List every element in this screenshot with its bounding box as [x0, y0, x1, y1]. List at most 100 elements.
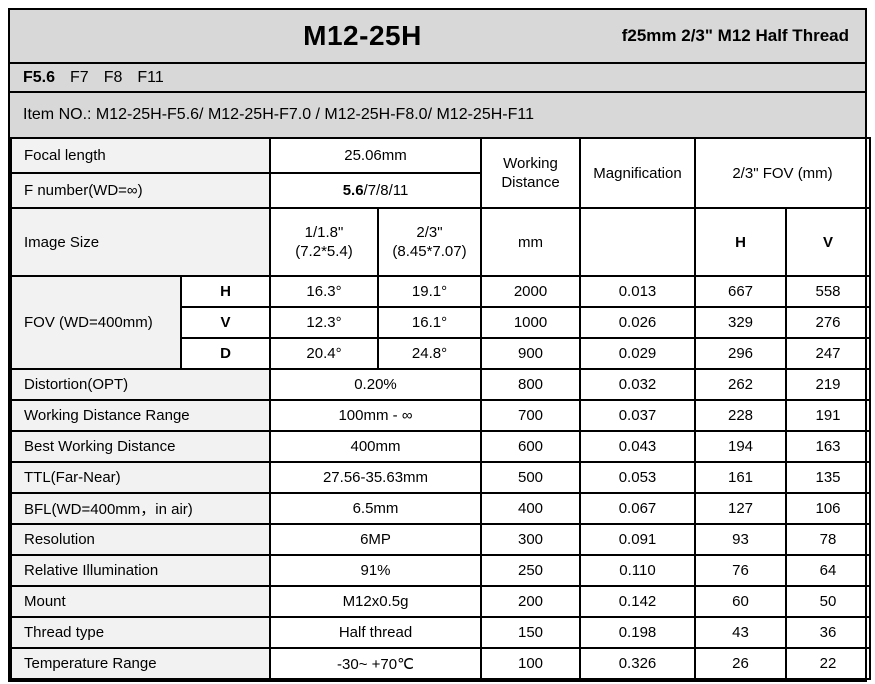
wd-cell: 1000: [480, 306, 581, 339]
image-size-cell-1: 1/1.8" (7.2*5.4): [269, 207, 379, 277]
spec-label-cell: Working Distance Range: [10, 399, 271, 432]
wd-cell: 700: [480, 399, 581, 432]
fov-h-cell: 228: [694, 399, 787, 432]
fov-value-cell: 24.8°: [377, 337, 482, 370]
fov-axis-cell: V: [180, 306, 271, 339]
fov-v-cell: 219: [784, 368, 872, 401]
image-size-2-line2: (8.45*7.07): [392, 243, 467, 260]
magnification-cell: 0.067: [579, 492, 696, 525]
aperture-options-row: F5.6 F7 F8 F11: [10, 64, 865, 93]
magnification-cell: 0.053: [579, 461, 696, 494]
fov-v-cell: 135: [784, 461, 872, 494]
fov-h-cell: 76: [694, 554, 787, 587]
fov-h-cell: 296: [694, 337, 787, 370]
lens-datasheet: M12-25H f25mm 2/3" M12 Half Thread F5.6 …: [8, 8, 872, 682]
spec-label-cell: Thread type: [10, 616, 271, 649]
f-number-value-cell: 5.6/7/8/11: [269, 172, 482, 209]
wd-cell: 150: [480, 616, 581, 649]
wd-cell: 2000: [480, 275, 581, 308]
fov-v-cell: 247: [784, 337, 872, 370]
working-distance-header-cell: Working Distance: [480, 137, 581, 209]
item-number-text: Item NO.: M12-25H-F5.6/ M12-25H-F7.0 / M…: [23, 106, 534, 123]
fov-h-cell: 262: [694, 368, 787, 401]
image-size-2-line1: 2/3": [416, 223, 443, 241]
table-row: Best Working Distance 400mm 600 0.043 19…: [10, 430, 872, 463]
fov-h-cell: 194: [694, 430, 787, 463]
wd-cell: 200: [480, 585, 581, 618]
fov-v-header-cell: V: [784, 207, 872, 277]
spec-value-cell: 27.56-35.63mm: [269, 461, 482, 494]
aperture-option: F5.6: [23, 68, 56, 86]
magnification-cell: 0.037: [579, 399, 696, 432]
wd-cell: 900: [480, 337, 581, 370]
wd-cell: 100: [480, 647, 581, 680]
aperture-option: F8: [103, 68, 123, 86]
fov-v-cell: 78: [784, 523, 872, 556]
table-row: D 20.4° 24.8° 900 0.029 296 247: [11, 337, 872, 370]
image-size-1-line1: 1/1.8": [304, 223, 344, 241]
fov-v-cell: 106: [784, 492, 872, 525]
fov-value-cell: 19.1°: [377, 275, 482, 308]
fov-h-cell: 329: [694, 306, 787, 339]
wd-cell: 600: [480, 430, 581, 463]
magnification-cell: 0.032: [579, 368, 696, 401]
table-row: Mount M12x0.5g 200 0.142 60 50: [10, 585, 872, 618]
wd-cell: 250: [480, 554, 581, 587]
magnification-cell: 0.043: [579, 430, 696, 463]
fov-v-cell: 558: [784, 275, 872, 308]
magnification-cell: 0.013: [579, 275, 696, 308]
magnification-cell: 0.326: [579, 647, 696, 680]
spec-label-cell: Resolution: [10, 523, 271, 556]
fov-h-cell: 93: [694, 523, 787, 556]
spec-label-cell: Distortion(OPT): [10, 368, 271, 401]
spec-table: Focal length 25.06mm Working Distance Ma…: [10, 137, 872, 680]
spec-value-cell: 91%: [269, 554, 482, 587]
table-row: Distortion(OPT) 0.20% 800 0.032 262 219: [10, 368, 872, 401]
f-number-rest: /7/8/11: [363, 182, 409, 199]
table-row: V 12.3° 16.1° 1000 0.026 329 276: [11, 306, 872, 339]
spec-value-cell: -30~ +70℃: [269, 647, 482, 680]
table-row: Image Size 1/1.8" (7.2*5.4) 2/3" (8.45*7…: [10, 207, 872, 277]
wd-cell: 500: [480, 461, 581, 494]
fov-axis-cell: D: [180, 337, 271, 370]
model-subtitle: f25mm 2/3" M12 Half Thread: [621, 26, 849, 45]
spec-label-cell: BFL(WD=400mm，in air): [10, 492, 271, 525]
table-row: Working Distance Range 100mm - ∞ 700 0.0…: [10, 399, 872, 432]
spec-value-cell: Half thread: [269, 616, 482, 649]
focal-length-value-cell: 25.06mm: [269, 137, 482, 174]
wd-cell: 800: [480, 368, 581, 401]
wd-unit-cell: mm: [480, 207, 581, 277]
table-row: Resolution 6MP 300 0.091 93 78: [10, 523, 872, 556]
image-size-cell-2: 2/3" (8.45*7.07): [377, 207, 482, 277]
fov-h-cell: 161: [694, 461, 787, 494]
fov-value-cell: 12.3°: [269, 306, 379, 339]
spec-label-cell: Temperature Range: [10, 647, 271, 680]
spec-label-cell: Relative Illumination: [10, 554, 271, 587]
table-row: FOV (WD=400mm) H 16.3° 19.1° 2000 0.013 …: [10, 275, 872, 370]
fov-h-cell: 667: [694, 275, 787, 308]
fov-value-cell: 20.4°: [269, 337, 379, 370]
magnification-header-cell: Magnification: [579, 137, 696, 209]
focal-length-label-cell: Focal length: [10, 137, 271, 174]
fov-h-cell: 26: [694, 647, 787, 680]
spec-value-cell: 0.20%: [269, 368, 482, 401]
fov-h-cell: 60: [694, 585, 787, 618]
title-band: M12-25H f25mm 2/3" M12 Half Thread: [10, 10, 865, 64]
magnification-empty-cell: [579, 207, 696, 277]
fov-value-cell: 16.1°: [377, 306, 482, 339]
item-number-row: Item NO.: M12-25H-F5.6/ M12-25H-F7.0 / M…: [10, 93, 865, 137]
fov-v-cell: 22: [784, 647, 872, 680]
model-title: M12-25H: [303, 20, 422, 51]
spec-value-cell: M12x0.5g: [269, 585, 482, 618]
aperture-option: F11: [137, 68, 164, 86]
spec-value-cell: 100mm - ∞: [269, 399, 482, 432]
table-row: Focal length 25.06mm Working Distance Ma…: [10, 137, 872, 209]
fov-h-header-cell: H: [694, 207, 787, 277]
table-row: Relative Illumination 91% 250 0.110 76 6…: [10, 554, 872, 587]
fov-v-cell: 191: [784, 399, 872, 432]
image-size-1-line2: (7.2*5.4): [295, 243, 353, 260]
fov-v-cell: 64: [784, 554, 872, 587]
aperture-option: F7: [70, 68, 89, 86]
spec-label-cell: Mount: [10, 585, 271, 618]
magnification-cell: 0.091: [579, 523, 696, 556]
